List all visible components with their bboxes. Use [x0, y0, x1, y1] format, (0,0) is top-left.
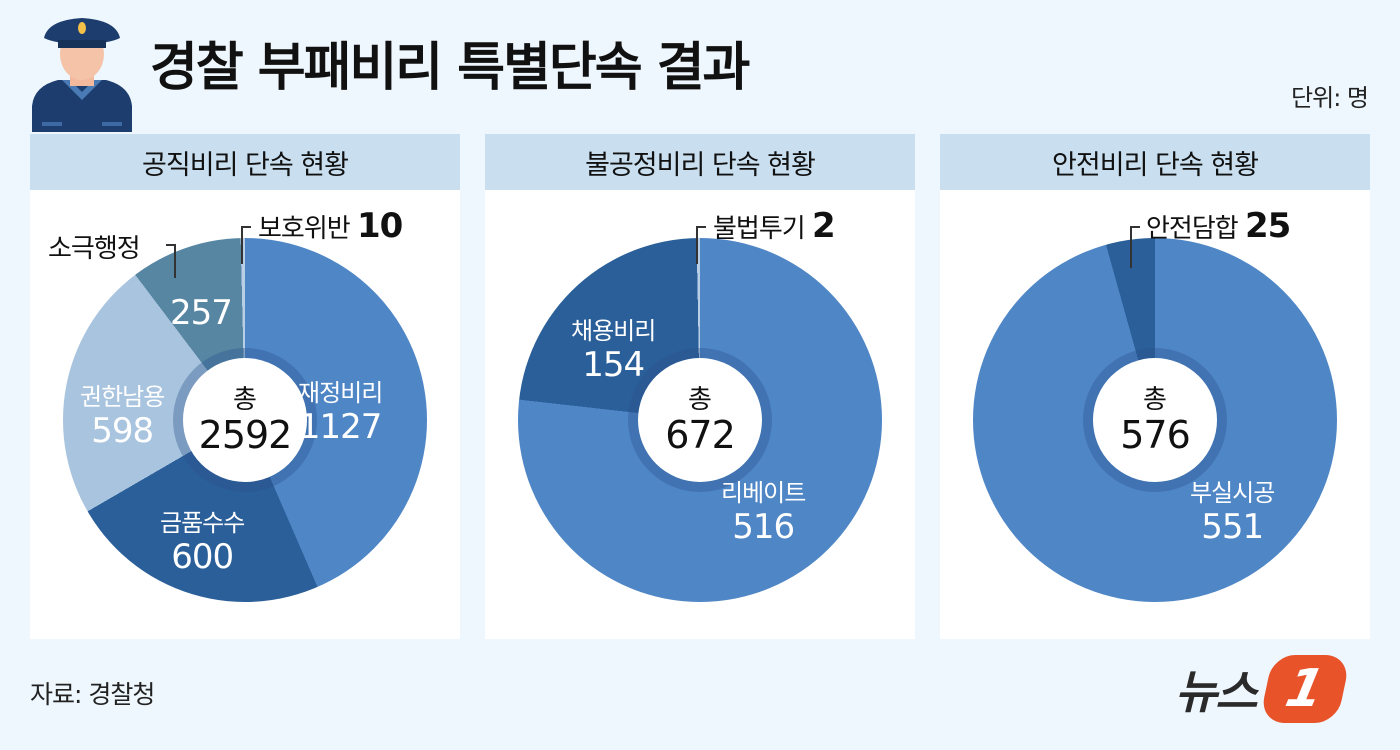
panel-title: 공직비리 단속 현황	[30, 134, 460, 190]
total-value: 576	[1120, 413, 1191, 457]
external-label: 보호위반 10	[258, 206, 403, 246]
panel-unfair-corruption: 불공정비리 단속 현황 총 672 리베이트 516 채용비리 154 불법투기 2	[485, 134, 915, 639]
logo-text: 뉴스	[1175, 665, 1258, 719]
leader-line	[696, 226, 706, 264]
slice-label: 리베이트 516	[721, 479, 806, 547]
page-title: 경찰 부패비리 특별단속 결과	[150, 38, 750, 98]
slice-label: 금품수수 600	[160, 509, 245, 577]
slice-label: 권한남용 598	[80, 383, 165, 451]
total-label: 총	[233, 385, 257, 415]
source-note: 자료: 경찰청	[30, 680, 155, 709]
external-label: 소극행정	[48, 234, 141, 264]
total-value: 672	[665, 413, 736, 457]
leader-line	[1130, 226, 1140, 268]
leader-line	[166, 244, 176, 278]
total-label: 총	[1143, 385, 1167, 415]
panel-public-corruption: 공직비리 단속 현황 총 2592 재정비리 1127 금품수수 600 권한남용 5…	[30, 134, 460, 639]
external-label: 안전담합 25	[1146, 206, 1291, 246]
panel-safety-corruption: 안전비리 단속 현황 총 576 부실시공 551 안전담합 25	[940, 134, 1370, 639]
total-label: 총	[688, 385, 712, 415]
external-label: 불법투기 2	[713, 206, 836, 246]
pie-center: 총 2592	[183, 358, 307, 482]
slice-label: 채용비리 154	[571, 317, 656, 385]
pie-center: 총 672	[638, 358, 762, 482]
total-value: 2592	[198, 413, 293, 457]
logo-badge: 1	[1258, 655, 1351, 723]
pie-center: 총 576	[1093, 358, 1217, 482]
panel-title: 안전비리 단속 현황	[940, 134, 1370, 190]
unit-label: 단위: 명	[1291, 84, 1369, 112]
news1-logo: 뉴스 1	[1175, 655, 1351, 723]
slice-label: 재정비리 1127	[298, 379, 383, 447]
slice-label: 부실시공 551	[1190, 479, 1275, 547]
panel-title: 불공정비리 단속 현황	[485, 134, 915, 190]
slice-label: 257	[170, 293, 233, 333]
leader-line	[241, 226, 251, 264]
police-officer-icon	[32, 18, 132, 132]
